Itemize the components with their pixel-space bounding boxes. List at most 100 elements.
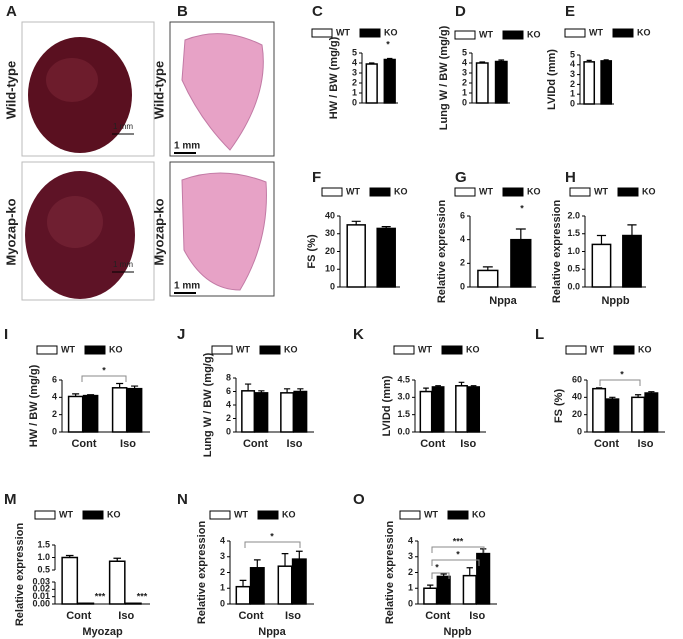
y-tick-label: 0 — [577, 426, 582, 436]
y-tick-label: 3 — [408, 551, 413, 561]
x-tick-label: Cont — [71, 438, 96, 450]
error-bar — [648, 391, 655, 393]
histology-section — [181, 33, 264, 151]
error-bar — [595, 387, 603, 389]
significance-mark: *** — [453, 536, 464, 546]
error-bar — [480, 548, 487, 554]
bar — [600, 60, 613, 105]
y-axis-label: Relative expression — [551, 200, 563, 304]
error-bar — [258, 390, 265, 393]
legend-label: WT — [336, 27, 350, 37]
y-tick-label: 20 — [325, 246, 335, 256]
error-bar — [634, 394, 642, 398]
y-tick-label: 2 — [462, 77, 467, 87]
y-tick-label: 6 — [460, 210, 465, 220]
y-tick-label: 40 — [572, 392, 582, 402]
significance-bracket — [431, 546, 485, 553]
y-tick-label: 2.0 — [567, 210, 580, 220]
bar — [383, 58, 396, 104]
legend-label: KO — [527, 186, 541, 196]
y-tick-label: 0 — [330, 281, 335, 291]
x-tick-label: Cont — [243, 438, 268, 450]
error-bar — [351, 220, 361, 225]
panel-letter: J — [177, 326, 185, 343]
y-tick-label: 1.0 — [567, 246, 580, 256]
y-tick-label: 3.0 — [397, 392, 410, 402]
y-tick-label: 3 — [220, 551, 225, 561]
legend-swatch — [393, 345, 415, 355]
legend-label: WT — [424, 509, 438, 519]
y-tick-label: 40 — [325, 210, 335, 220]
bar — [423, 587, 438, 605]
y-tick-label: 5 — [352, 47, 357, 57]
y-tick-label: 20 — [572, 409, 582, 419]
error-bar — [381, 226, 391, 229]
y-tick-label: 0.0 — [567, 281, 580, 291]
legend-label: WT — [594, 186, 608, 196]
error-bar — [297, 388, 304, 392]
bar — [622, 234, 642, 288]
legend-label: KO — [109, 344, 123, 354]
y-tick-label: 0.5 — [37, 564, 50, 574]
error-bar — [387, 57, 393, 60]
bar — [111, 387, 128, 433]
error-bar — [603, 59, 609, 61]
y-tick-label: 5 — [570, 49, 575, 59]
x-tick-label: Iso — [460, 438, 476, 450]
bar — [376, 227, 396, 288]
significance-mark: *** — [95, 591, 106, 601]
y-tick-label: 4 — [408, 535, 413, 545]
y-axis-label: Lung W / BW (mg/g) — [202, 352, 214, 457]
error-bar — [479, 61, 486, 63]
y-axis-label: Lung W / BW (mg/g) — [438, 25, 450, 130]
y-tick-label: 6 — [226, 386, 231, 396]
panel-letter: H — [565, 169, 576, 186]
y-tick-label: 1.5 — [37, 539, 50, 549]
significance-bracket — [244, 541, 301, 548]
bar — [293, 390, 308, 433]
panel-letter: L — [535, 326, 544, 343]
y-tick-label: 1 — [462, 87, 467, 97]
bar — [249, 567, 265, 605]
y-tick-label: 0 — [226, 426, 231, 436]
error-bar — [239, 579, 247, 587]
error-bar — [87, 394, 95, 396]
significance-mark: * — [386, 39, 390, 49]
bar — [494, 60, 508, 104]
y-tick-label: 0 — [460, 281, 465, 291]
error-bar — [116, 382, 124, 388]
error-bar — [586, 59, 592, 62]
significance-bracket — [431, 572, 450, 579]
legend-label: KO — [282, 509, 296, 519]
legend-label: KO — [638, 344, 652, 354]
y-tick-label: 0 — [408, 598, 413, 608]
y-tick-label: 0.0 — [397, 426, 410, 436]
error-bar — [283, 388, 291, 393]
legend-label: KO — [642, 186, 656, 196]
y-tick-label: 1 — [352, 87, 357, 97]
y-tick-label: 60 — [572, 374, 582, 384]
error-bar — [244, 383, 252, 391]
y-tick-label: 1 — [408, 583, 413, 593]
y-tick-label: 0 — [52, 426, 57, 436]
y-tick-label: 4 — [460, 234, 465, 244]
x-tick-label: Cont — [66, 610, 91, 622]
bar — [61, 556, 79, 605]
bar — [462, 574, 477, 605]
legend-label: KO — [384, 27, 398, 37]
legend-label: KO — [394, 186, 408, 196]
panel-letter: N — [177, 491, 188, 508]
legend-swatch — [369, 187, 391, 197]
panel-letter: G — [455, 169, 467, 186]
legend-swatch — [84, 345, 106, 355]
bar — [436, 575, 451, 605]
bar — [510, 238, 532, 288]
significance-mark: * — [270, 531, 274, 541]
bar — [291, 558, 307, 605]
y-tick-label: 4.5 — [397, 374, 410, 384]
error-bar — [423, 387, 429, 392]
y-axis-label: HW / BW (mg/g) — [28, 364, 40, 447]
legend-swatch — [617, 187, 639, 197]
y-tick-label: 1.0 — [37, 552, 50, 562]
